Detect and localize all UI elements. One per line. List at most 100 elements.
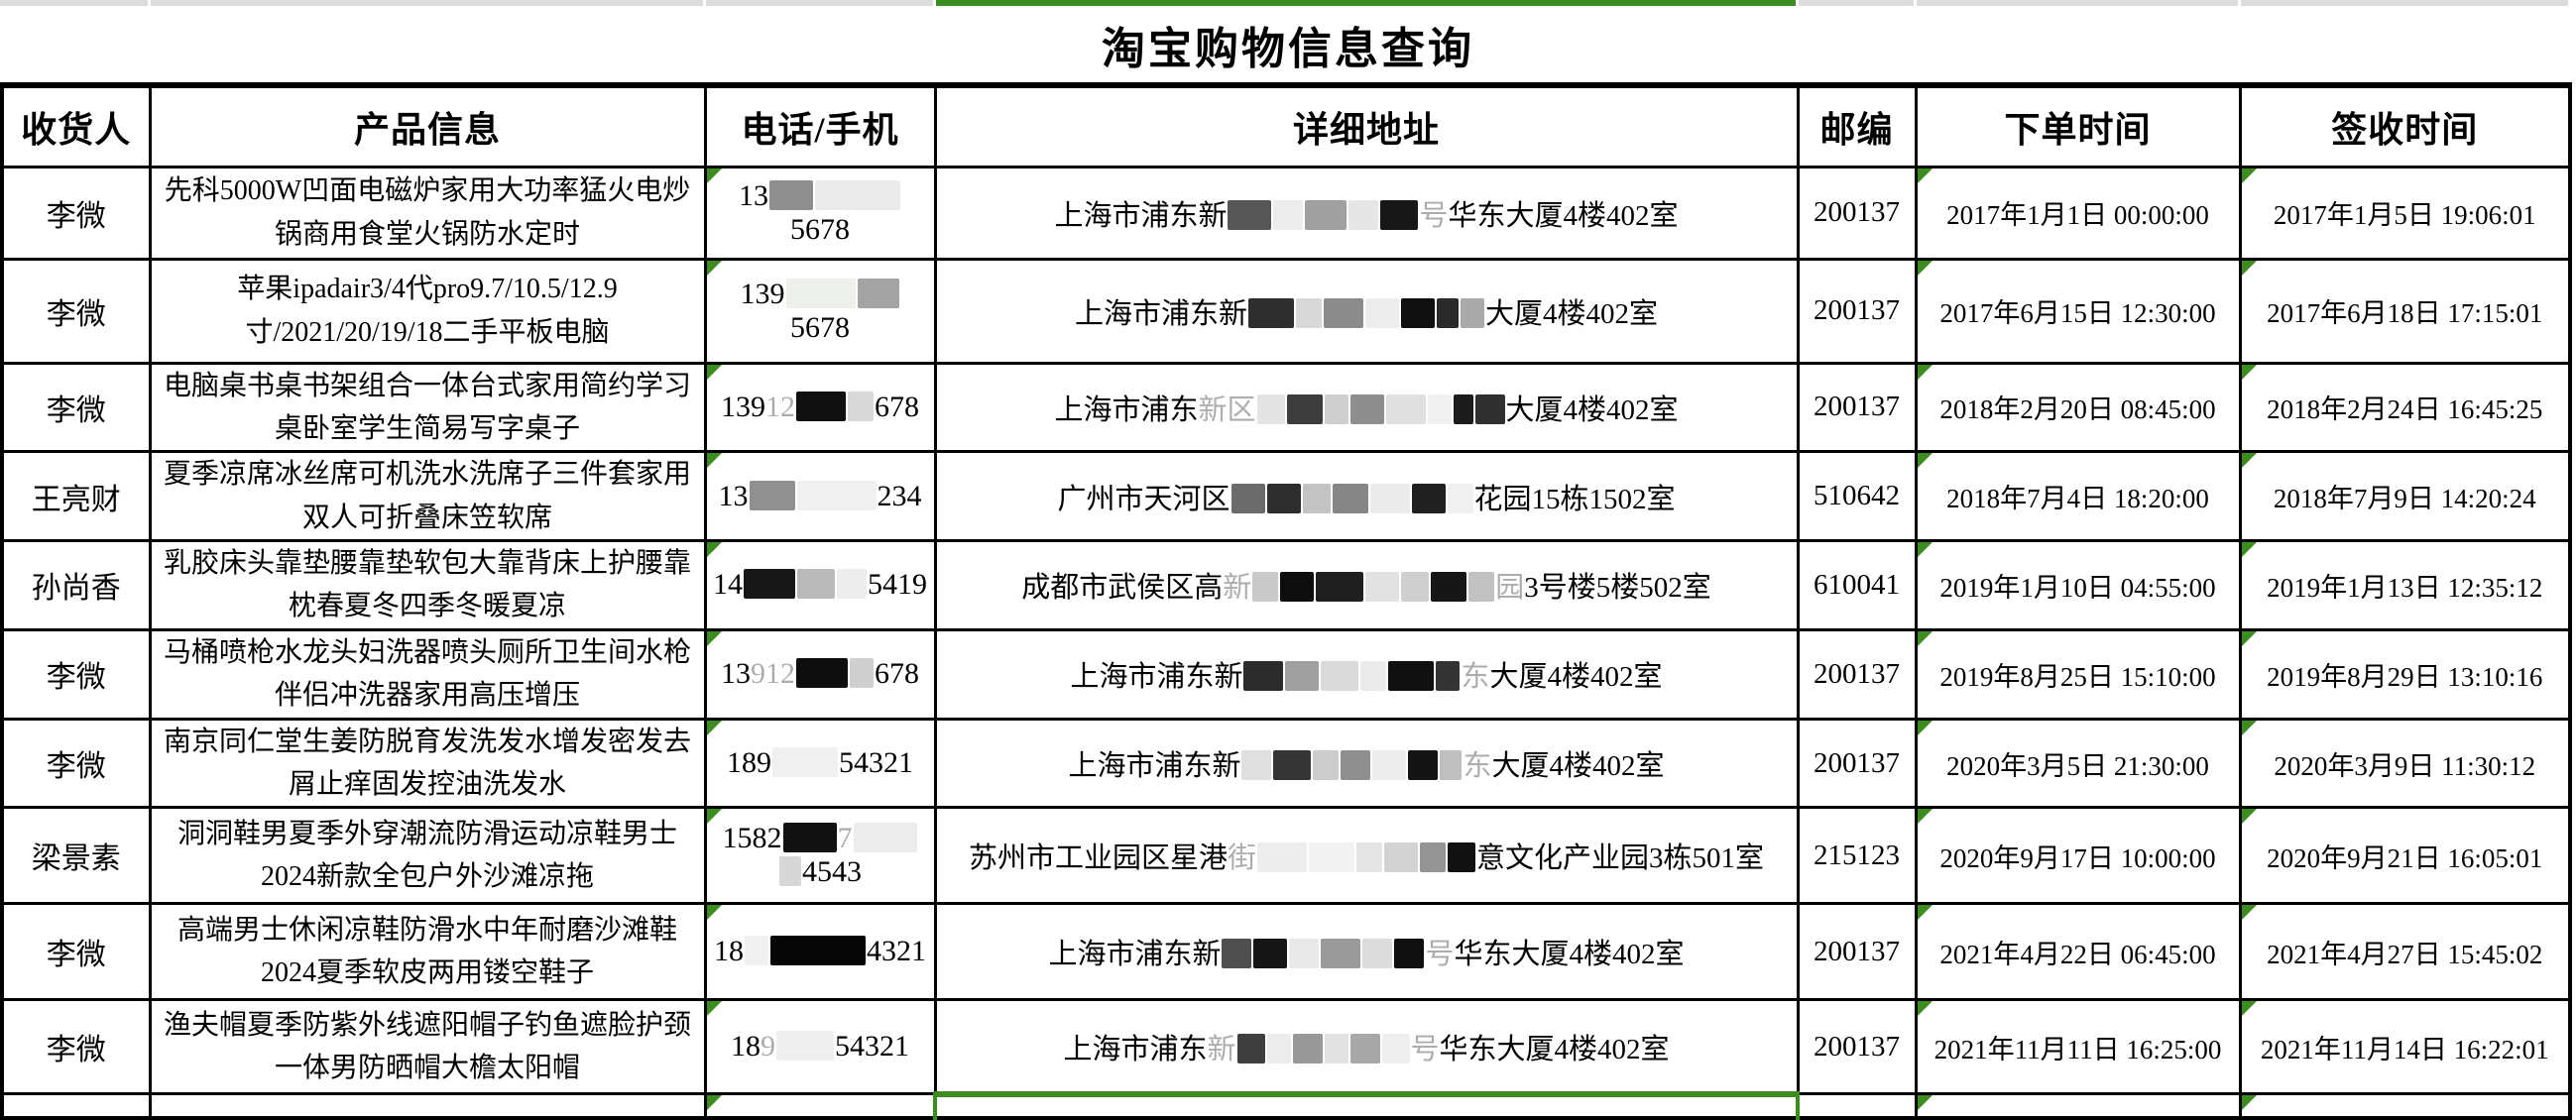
order-time-cell[interactable]: 2018年7月4日 18:20:00 <box>1914 450 2242 543</box>
recipient-cell[interactable]: 李微 <box>0 627 152 721</box>
order-time-cell[interactable]: 2021年4月22日 06:45:00 <box>1914 902 2242 1002</box>
order-time-value: 2018年2月20日 08:45:00 <box>1939 394 2216 425</box>
phone-cell[interactable]: 13 234 <box>703 450 937 543</box>
text-fragment: 大厦4楼402室 <box>1491 750 1665 783</box>
address-cell[interactable]: 上海市浦东新 号华东大厦4楼402室 <box>933 902 1800 1002</box>
product-cell[interactable]: 渔夫帽夏季防紫外线遮阳帽子钓鱼遮脸护颈一体男防晒帽大檐太阳帽 <box>148 998 707 1096</box>
order-time-value: 2020年3月5日 21:30:00 <box>1946 750 2209 781</box>
phone-cell[interactable]: 14 5419 <box>703 539 937 631</box>
recipient-cell[interactable]: 王亮财 <box>0 450 152 543</box>
product-cell[interactable]: 夏季凉席冰丝席可机洗水洗席子三件套家用双人可折叠床笠软席 <box>148 450 707 543</box>
postal-cell[interactable]: 200137 <box>1796 361 1918 454</box>
redaction-box <box>837 569 867 600</box>
phone-cell[interactable]: 1582 74543 <box>703 806 937 906</box>
sign-time-cell[interactable]: 2020年3月9日 11:30:12 <box>2238 717 2572 810</box>
phone-cell[interactable]: 13 5678 <box>703 165 937 261</box>
product-cell[interactable]: 高端男士休闲凉鞋防滑水中年耐磨沙滩鞋2024夏季软皮两用镂空鞋子 <box>148 902 707 1002</box>
address-cell[interactable]: 上海市浦东新 号华东大厦4楼402室 <box>933 165 1800 261</box>
postal-cell[interactable]: 215123 <box>1796 806 1918 906</box>
address-cell[interactable]: 上海市浦东新 大厦4楼402室 <box>933 257 1800 365</box>
redaction-box <box>1360 661 1387 692</box>
postal-cell[interactable]: 200137 <box>1796 998 1918 1096</box>
recipient-cell[interactable]: 李微 <box>0 717 152 810</box>
redaction-box <box>782 823 837 853</box>
sign-time-cell[interactable]: 2017年1月5日 19:06:01 <box>2238 165 2572 261</box>
recipient-cell[interactable]: 李微 <box>0 998 152 1096</box>
address-cell[interactable]: 上海市浦东新 东大厦4楼402室 <box>933 717 1800 810</box>
phone-cell[interactable]: 18 4321 <box>703 902 937 1002</box>
address-cell[interactable]: 苏州市工业园区星港街 意文化产业园3栋501室 <box>933 806 1800 906</box>
phone-cell[interactable]: 13912 678 <box>703 627 937 721</box>
sign-time-cell[interactable] <box>2238 1092 2572 1120</box>
sign-time-value: 2019年8月29日 13:10:16 <box>2267 661 2543 692</box>
phone-cell[interactable] <box>703 1092 937 1120</box>
order-time-cell[interactable]: 2017年1月1日 00:00:00 <box>1914 165 2242 261</box>
product-cell[interactable]: 苹果ipadair3/4代pro9.7/10.5/12.9寸/2021/20/1… <box>148 257 707 365</box>
recipient-cell[interactable]: 梁景素 <box>0 806 152 906</box>
text-fragment: 大厦4楼402室 <box>1505 393 1679 426</box>
column-header-phone[interactable]: 电话/手机 <box>703 83 937 168</box>
postal-cell[interactable]: 200137 <box>1796 257 1918 365</box>
phone-cell[interactable]: 189 54321 <box>703 717 937 810</box>
address-cell[interactable]: 上海市浦东新区 大厦4楼402室 <box>933 361 1800 454</box>
postal-cell[interactable]: 200137 <box>1796 165 1918 261</box>
recipient-cell[interactable]: 李微 <box>0 361 152 454</box>
address-cell[interactable]: 上海市浦东新 号华东大厦4楼402室 <box>933 998 1800 1096</box>
sign-time-cell[interactable]: 2018年7月9日 14:20:24 <box>2238 450 2572 543</box>
address-cell[interactable] <box>933 1090 1800 1120</box>
product-cell[interactable]: 南京同仁堂生姜防脱育发洗发水增发密发去屑止痒固发控油洗发水 <box>148 717 707 810</box>
postal-cell[interactable]: 510642 <box>1796 450 1918 543</box>
postal-cell[interactable]: 610041 <box>1796 539 1918 631</box>
phone-cell[interactable]: 13912 678 <box>703 361 937 454</box>
redaction-box <box>848 391 874 421</box>
product-cell[interactable] <box>148 1092 707 1120</box>
column-header-sign_time[interactable]: 签收时间 <box>2238 83 2572 168</box>
sign-time-cell[interactable]: 2021年4月27日 15:45:02 <box>2238 902 2572 1002</box>
column-header-address[interactable]: 详细地址 <box>933 83 1800 168</box>
error-flag-icon <box>1919 632 1932 646</box>
product-cell[interactable]: 洞洞鞋男夏季外穿潮流防滑运动凉鞋男士2024新款全包户外沙滩凉拖 <box>148 806 707 906</box>
sign-time-cell[interactable]: 2019年8月29日 13:10:16 <box>2238 627 2572 721</box>
sign-time-cell[interactable]: 2018年2月24日 16:45:25 <box>2238 361 2572 454</box>
recipient-cell[interactable] <box>0 1092 152 1120</box>
error-flag-icon <box>2243 365 2257 380</box>
column-header-postal[interactable]: 邮编 <box>1796 83 1918 168</box>
text-fragment: 13 <box>739 178 768 212</box>
sign-time-cell[interactable]: 2019年1月13日 12:35:12 <box>2238 539 2572 631</box>
phone-cell[interactable]: 189 54321 <box>703 998 937 1096</box>
order-time-cell[interactable]: 2021年11月11日 16:25:00 <box>1914 998 2242 1096</box>
order-time-cell[interactable]: 2020年3月5日 21:30:00 <box>1914 717 2242 810</box>
recipient-cell[interactable]: 李微 <box>0 165 152 261</box>
text-fragment: 东 <box>1461 661 1490 694</box>
postal-cell[interactable] <box>1796 1092 1918 1120</box>
order-time-cell[interactable] <box>1914 1092 2242 1120</box>
column-header-order_time[interactable]: 下单时间 <box>1914 83 2242 168</box>
product-cell[interactable]: 乳胶床头靠垫腰靠垫软包大靠背床上护腰靠枕春夏冬四季冬暖夏凉 <box>148 539 707 631</box>
order-time-cell[interactable]: 2019年1月10日 04:55:00 <box>1914 539 2242 631</box>
recipient-cell[interactable]: 孙尚香 <box>0 539 152 631</box>
sign-time-cell[interactable]: 2017年6月18日 17:15:01 <box>2238 257 2572 365</box>
postal-cell[interactable]: 200137 <box>1796 717 1918 810</box>
recipient-cell[interactable]: 李微 <box>0 257 152 365</box>
address-cell[interactable]: 广州市天河区 花园15栋1502室 <box>933 450 1800 543</box>
sign-time-cell[interactable]: 2021年11月14日 16:22:01 <box>2238 998 2572 1096</box>
phone-cell[interactable]: 1395678 <box>703 257 937 365</box>
error-flag-icon <box>708 454 722 469</box>
postal-cell[interactable]: 200137 <box>1796 902 1918 1002</box>
product-cell[interactable]: 马桶喷枪水龙头妇洗器喷头厕所卫生间水枪伴侣冲洗器家用高压增压 <box>148 627 707 721</box>
column-header-product[interactable]: 产品信息 <box>148 83 707 168</box>
redaction-box <box>1296 297 1322 328</box>
order-time-cell[interactable]: 2018年2月20日 08:45:00 <box>1914 361 2242 454</box>
column-header-recipient[interactable]: 收货人 <box>0 83 152 168</box>
address-cell[interactable]: 成都市武侯区高新 园3号楼5楼502室 <box>933 539 1800 631</box>
text-fragment: 5678 <box>790 310 850 344</box>
order-time-cell[interactable]: 2017年6月15日 12:30:00 <box>1914 257 2242 365</box>
product-cell[interactable]: 先科5000W凹面电磁炉家用大功率猛火电炒锅商用食堂火锅防水定时 <box>148 165 707 261</box>
product-cell[interactable]: 电脑桌书桌书架组合一体台式家用简约学习桌卧室学生简易写字桌子 <box>148 361 707 454</box>
order-time-cell[interactable]: 2019年8月25日 15:10:00 <box>1914 627 2242 721</box>
recipient-cell[interactable]: 李微 <box>0 902 152 1002</box>
postal-cell[interactable]: 200137 <box>1796 627 1918 721</box>
order-time-cell[interactable]: 2020年9月17日 10:00:00 <box>1914 806 2242 906</box>
address-cell[interactable]: 上海市浦东新 东大厦4楼402室 <box>933 627 1800 721</box>
sign-time-cell[interactable]: 2020年9月21日 16:05:01 <box>2238 806 2572 906</box>
